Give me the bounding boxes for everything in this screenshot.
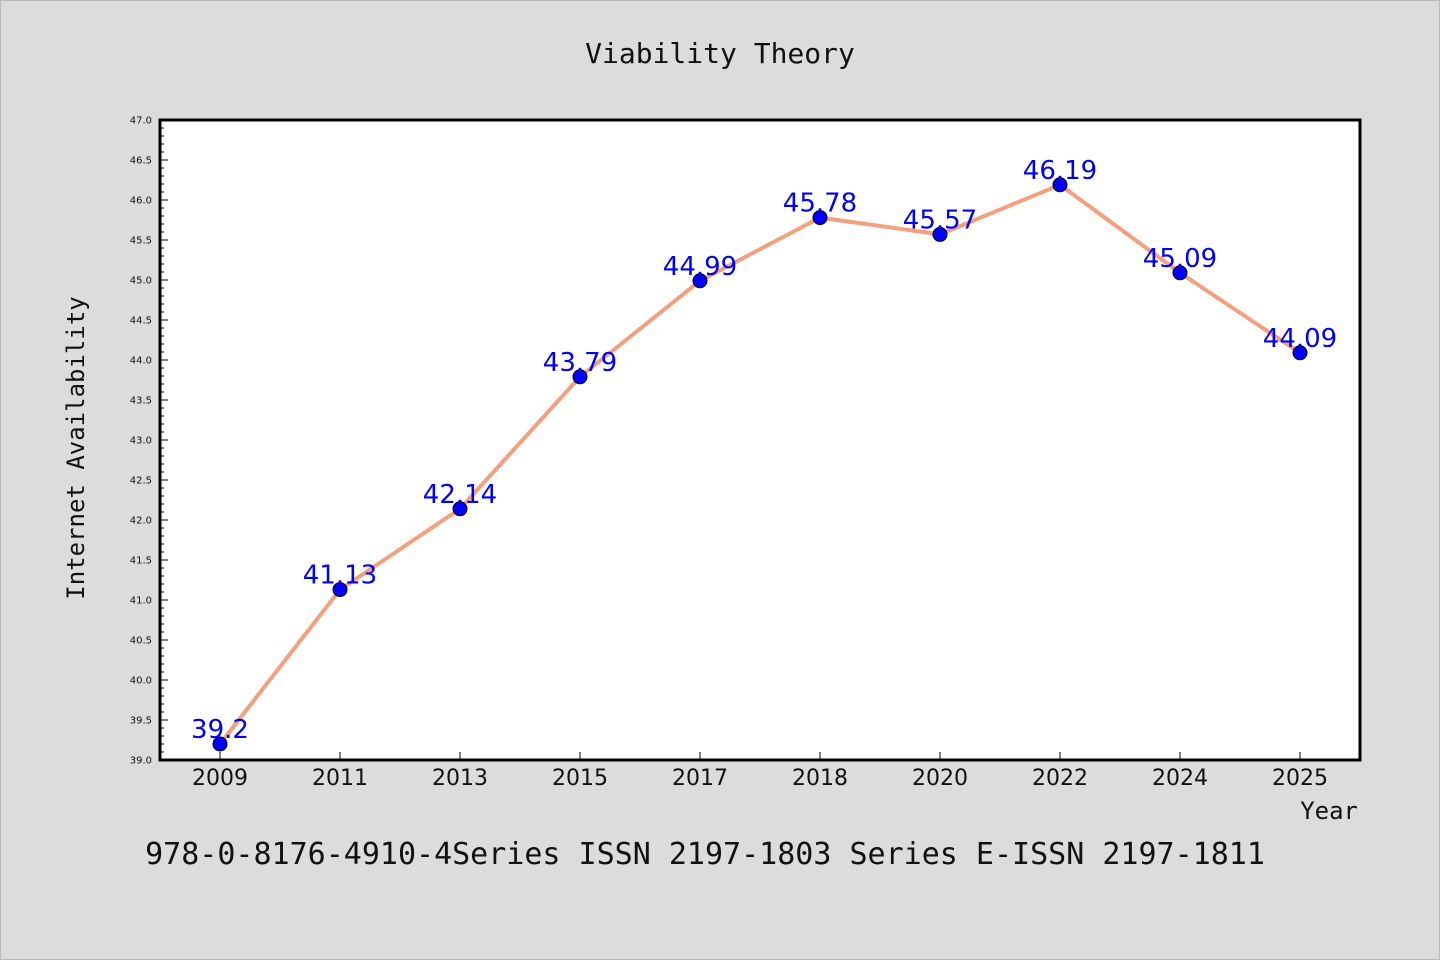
data-point [572,369,588,385]
data-labels: 39.2 41.13 42.14 43.79 44.99 45.78 45.57 46.19 4… [191,156,1337,745]
x-tick-label: 2024 [1152,766,1208,791]
y-tick-label: 41.5 [130,556,152,567]
data-point [1052,177,1068,193]
data-label: 44.99 [663,252,737,282]
y-tick-label: 44.5 [130,316,152,327]
data-point [1172,265,1188,281]
y-tick-label: 45.5 [130,236,152,247]
y-tick-label: 44.0 [130,356,152,367]
y-tick-label: 40.5 [130,636,152,647]
y-tick-label: 46.5 [130,156,152,167]
y-axis-label: Internet Availability [62,296,90,599]
y-tick-label: 42.5 [130,476,152,487]
y-tick-label: 43.5 [130,396,152,407]
data-label: 41.13 [303,561,377,591]
data-label: 44.09 [1263,324,1337,354]
y-tick-label: 46.0 [130,196,152,207]
data-point [332,582,348,598]
y-tick-label: 39.5 [130,716,152,727]
data-label: 42.14 [423,480,497,510]
data-label: 43.79 [543,348,617,378]
data-label: 45.09 [1143,244,1217,274]
y-tick-label: 47.0 [130,116,152,127]
data-point [932,226,948,242]
y-tick-label: 43.0 [130,436,152,447]
x-tick-label: 2018 [792,766,848,791]
data-point [452,501,468,517]
series-line [218,182,1302,746]
data-point [212,736,228,752]
data-label: 45.78 [783,189,857,219]
y-tick-label: 41.0 [130,596,152,607]
y-tick-label: 45.0 [130,276,152,287]
chart-title: Viability Theory [585,37,855,70]
plot-border [158,118,1362,762]
x-tick-label: 2015 [552,766,608,791]
data-label: 39.2 [191,715,249,745]
x-tick-label: 2013 [432,766,488,791]
data-point [1292,345,1308,361]
data-point [692,273,708,289]
x-axis-label: Year [1300,797,1358,825]
y-tick-label: 42.0 [130,516,152,527]
plot-area [160,120,1360,760]
x-tick-label: 2011 [312,766,368,791]
x-tick-label: 2022 [1032,766,1088,791]
x-axis: 2009 2011 2013 2015 2017 2018 2020 2022 2024 2025 [192,752,1328,791]
x-tick-label: 2025 [1272,766,1328,791]
y-tick-label: 39.0 [130,756,152,767]
y-tick-label: 40.0 [130,676,152,687]
data-label: 46.19 [1023,156,1097,186]
x-tick-label: 2009 [192,766,248,791]
data-label: 45.57 [903,205,977,235]
x-tick-label: 2017 [672,766,728,791]
data-point [812,210,828,226]
series-group [212,177,1308,752]
footer-text: 978-0-8176-4910-4Series ISSN 2197-1803 S… [145,837,1265,872]
x-tick-label: 2020 [912,766,968,791]
